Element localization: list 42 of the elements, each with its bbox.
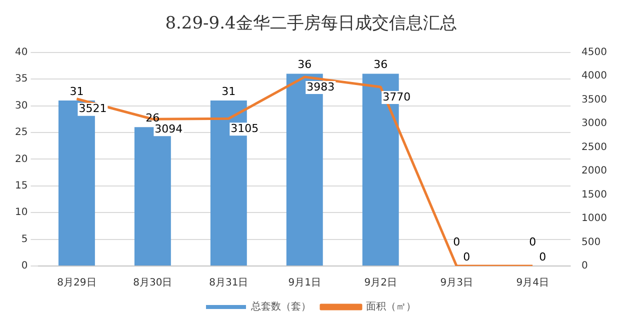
y-tick-label: 0 (21, 260, 28, 272)
data-label: 0 (453, 235, 460, 248)
data-label: 36 (298, 58, 312, 72)
data-label: 36 (374, 58, 388, 72)
y-tick-label: 25 (14, 127, 28, 138)
y-tick-label: 5 (21, 234, 28, 245)
y-tick-label: 40 (14, 46, 28, 58)
data-label: 0 (463, 250, 470, 264)
data-label: 3983 (306, 80, 335, 94)
x-tick-label: 8月29日 (57, 278, 96, 289)
x-tick-label: 8月30日 (133, 278, 172, 289)
data-label: 3105 (230, 122, 259, 135)
data-label: 0 (539, 250, 546, 264)
chart-title: 8.29-9.4金华二手房每日成交信息汇总 (165, 14, 457, 34)
y2-tick-label: 4500 (582, 46, 608, 58)
y-tick-label: 15 (14, 180, 28, 192)
legend-label: 面积（㎡） (366, 302, 416, 313)
legend-label: 总套数（套） (250, 300, 311, 313)
y2-tick-label: 2000 (582, 166, 608, 177)
data-label: 31 (222, 84, 236, 98)
data-label: 3770 (382, 90, 411, 104)
y2-tick-label: 3000 (582, 118, 608, 130)
y2-tick-label: 0 (582, 260, 588, 272)
x-tick-label: 9月1日 (288, 278, 322, 289)
y-tick-label: 10 (14, 207, 28, 218)
x-tick-label: 8月31日 (209, 278, 248, 289)
data-label: 3521 (78, 102, 107, 116)
x-tick-label: 9月2日 (364, 278, 397, 289)
y-tick-label: 30 (14, 100, 28, 112)
y2-tick-label: 1000 (582, 213, 608, 224)
y2-tick-label: 3500 (582, 94, 608, 106)
data-label: 0 (529, 235, 536, 248)
y2-tick-label: 500 (582, 236, 601, 248)
y2-tick-label: 1500 (582, 189, 608, 200)
y2-tick-label: 2500 (582, 142, 608, 153)
y-tick-label: 20 (14, 154, 28, 165)
x-tick-label: 9月3日 (440, 278, 473, 289)
data-label: 31 (70, 84, 84, 98)
x-tick-label: 9月4日 (516, 278, 549, 289)
data-label: 3094 (154, 122, 183, 136)
y-tick-label: 35 (14, 74, 28, 85)
y2-tick-label: 4000 (582, 70, 608, 82)
